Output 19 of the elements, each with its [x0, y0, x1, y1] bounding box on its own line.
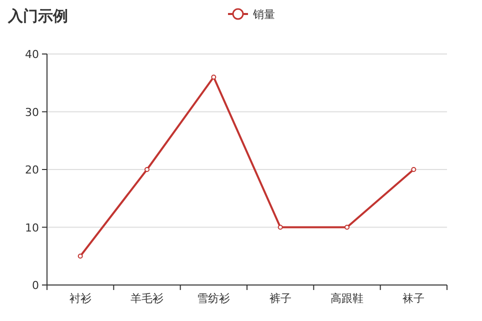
y-tick-label: 30 — [25, 106, 39, 119]
x-tick-label: 衬衫 — [69, 292, 92, 305]
point — [344, 224, 350, 230]
y-tick-label: 10 — [25, 221, 39, 234]
point — [411, 167, 416, 172]
point — [278, 224, 283, 230]
y-tick-label: 20 — [25, 164, 39, 176]
point — [144, 167, 150, 172]
x-tick-label: 高跟鞋 — [330, 292, 364, 305]
y-tick-label: 40 — [25, 48, 39, 61]
x-tick-label: 裤子 — [269, 292, 292, 305]
point — [211, 74, 216, 80]
chart-title: 入门示例 — [7, 7, 68, 25]
x-tick-label: 雪纺衫 — [197, 292, 230, 305]
y-tick-label: 0 — [32, 279, 39, 292]
legend-label: 销量 — [252, 8, 275, 21]
x-tick-label: 袜子 — [402, 292, 425, 305]
point — [78, 254, 83, 259]
x-tick-label: 羊毛衫 — [130, 292, 164, 305]
